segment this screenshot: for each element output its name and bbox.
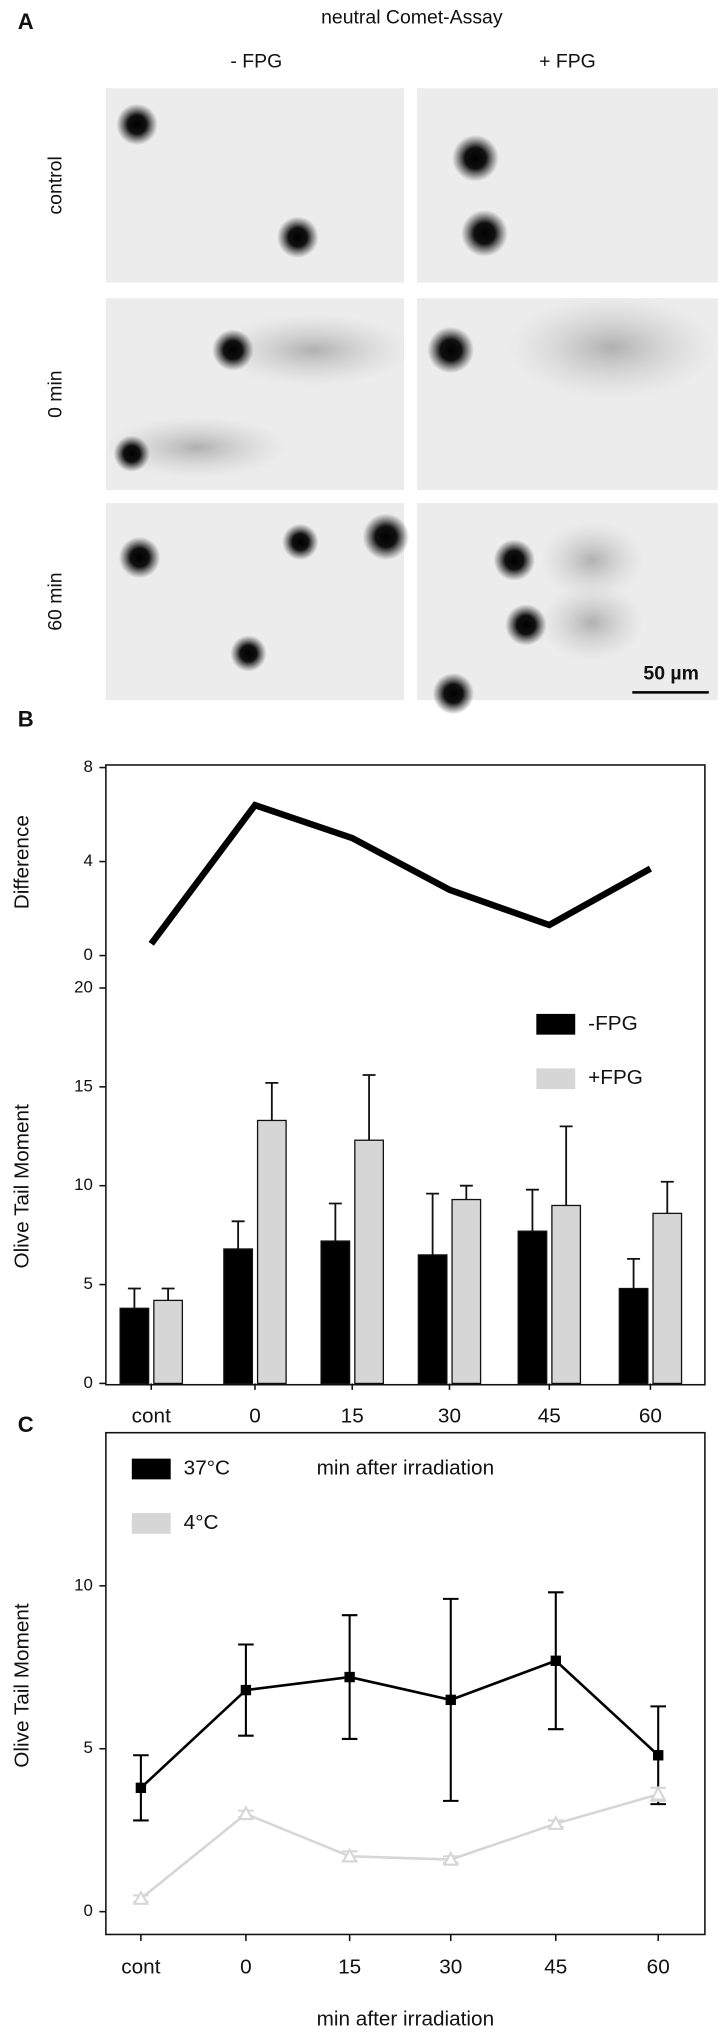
- x-axis-label: min after irradiation: [317, 1456, 494, 1479]
- line: [148, 801, 653, 946]
- bar: [119, 1307, 150, 1385]
- marker: [445, 1694, 456, 1706]
- marker: [237, 1805, 255, 1821]
- y-tick-label: 10: [74, 1175, 93, 1194]
- bar: [153, 1299, 184, 1385]
- bar: [517, 1230, 548, 1385]
- legend-label: 4°C: [184, 1511, 219, 1534]
- x-tick-label: 15: [341, 1405, 364, 1428]
- panel-c-frame: [105, 1431, 706, 1936]
- bar: [223, 1248, 254, 1385]
- marker: [550, 1655, 561, 1666]
- bar: [451, 1198, 482, 1385]
- y-tick-label: 8: [84, 757, 93, 776]
- legend-label: -FPG: [588, 1012, 638, 1035]
- row-label: control: [45, 156, 67, 214]
- x-tick-label: 45: [544, 1956, 567, 1979]
- x-tick-label: 0: [240, 1956, 252, 1979]
- x-tick-label: 45: [538, 1405, 561, 1428]
- x-tick-label: 15: [338, 1956, 361, 1979]
- legend-swatch: [536, 1068, 576, 1090]
- micrographs: [105, 88, 718, 715]
- y-tick-label: 4: [84, 851, 93, 870]
- bar: [652, 1212, 683, 1385]
- error-bar: [362, 1074, 376, 1141]
- error-bar: [127, 1287, 141, 1309]
- panel-label: A: [18, 9, 34, 34]
- error-bar: [231, 1220, 245, 1249]
- error-bar: [459, 1184, 473, 1200]
- bar: [256, 1119, 287, 1385]
- x-tick-label: 60: [639, 1405, 662, 1428]
- y-tick-label: 20: [74, 977, 93, 996]
- marker: [240, 1684, 252, 1696]
- bar: [417, 1254, 448, 1385]
- x-tick-label: cont: [132, 1405, 171, 1428]
- error-bar: [660, 1180, 674, 1214]
- panel-label: C: [18, 1412, 34, 1437]
- panel-title: neutral Comet-Assay: [321, 6, 503, 28]
- y-axis-label: Olive Tail Moment: [10, 1104, 33, 1269]
- marker: [132, 1890, 150, 1905]
- legend-swatch: [131, 1458, 171, 1480]
- x-tick-label: cont: [121, 1956, 160, 1979]
- marker: [649, 1785, 667, 1801]
- y-tick-label: 15: [74, 1076, 93, 1095]
- column-label: + FPG: [539, 50, 596, 72]
- x-tick-label: 30: [438, 1405, 461, 1428]
- line: [140, 1793, 659, 1900]
- marker: [653, 1750, 664, 1761]
- marker: [442, 1850, 460, 1866]
- y-tick-label: 5: [84, 1738, 93, 1757]
- bar: [320, 1240, 351, 1385]
- bar: [551, 1204, 582, 1385]
- scale-bar-label: 50 µm: [643, 662, 699, 684]
- error-bar: [265, 1081, 279, 1121]
- panel-b-frame: [105, 764, 706, 1386]
- x-tick-label: 30: [439, 1956, 462, 1979]
- y-tick-label: 5: [84, 1274, 93, 1293]
- marker: [135, 1782, 147, 1794]
- x-tick-label: 60: [647, 1956, 670, 1979]
- x-axis-label: min after irradiation: [317, 2008, 494, 2031]
- row-label: 0 min: [45, 370, 67, 418]
- legend-label: +FPG: [588, 1066, 643, 1089]
- error-bar: [525, 1188, 539, 1232]
- error-bar: [426, 1192, 440, 1255]
- error-bar: [328, 1202, 342, 1242]
- y-axis-label: Olive Tail Moment: [10, 1603, 33, 1768]
- y-tick-label: 10: [74, 1575, 93, 1594]
- error-bar: [627, 1257, 641, 1289]
- marker: [344, 1671, 355, 1683]
- column-label: - FPG: [230, 50, 282, 72]
- y-tick-label: 0: [84, 945, 93, 964]
- marker: [341, 1847, 358, 1863]
- legend-label: 37°C: [184, 1456, 230, 1479]
- bar: [354, 1139, 384, 1385]
- y-axis-label: Difference: [10, 815, 33, 909]
- y-tick-label: 0: [84, 1901, 93, 1920]
- y-tick-label: 0: [84, 1373, 93, 1392]
- error-bar: [161, 1287, 175, 1301]
- row-label: 60 min: [45, 572, 67, 630]
- legend-swatch: [131, 1513, 171, 1534]
- marker: [547, 1815, 565, 1830]
- legend-swatch: [536, 1013, 576, 1035]
- panel-label: B: [18, 707, 34, 732]
- error-bar: [559, 1125, 573, 1206]
- x-tick-label: 0: [249, 1405, 261, 1428]
- bar: [618, 1287, 649, 1385]
- line: [139, 1659, 660, 1789]
